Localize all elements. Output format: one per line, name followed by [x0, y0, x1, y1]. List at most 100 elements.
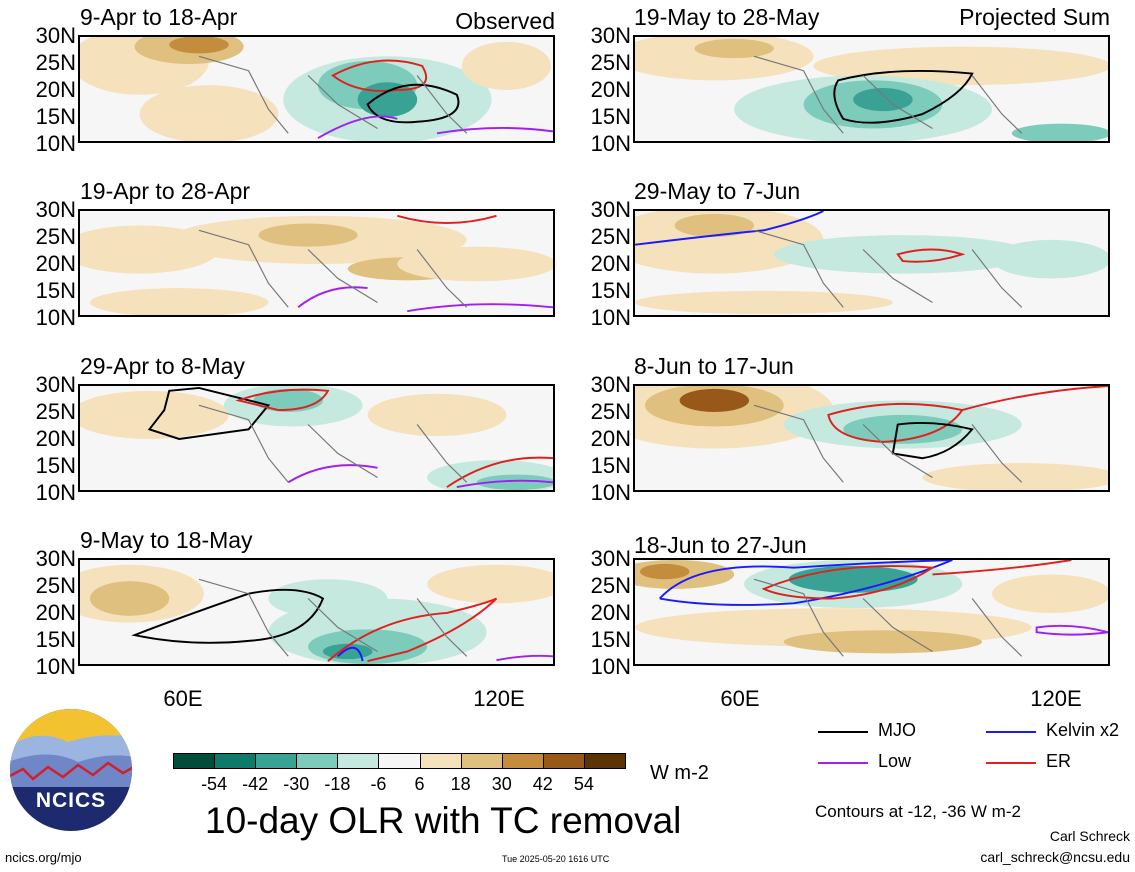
map-graphic	[635, 37, 1108, 141]
olr-map	[633, 209, 1110, 317]
legend-mjo-line	[818, 731, 868, 733]
colorbar-label: 42	[532, 774, 553, 794]
olr-map	[633, 384, 1110, 492]
colorbar-label: -30	[283, 774, 310, 794]
lat-label: 15N	[590, 104, 631, 129]
lon-label-60e-right: 60E	[720, 686, 760, 711]
lat-label: 30N	[35, 546, 76, 571]
olr-map	[78, 384, 555, 492]
contours-note: Contours at -12, -36 W m-2	[815, 802, 1021, 821]
colorbar-cell	[583, 753, 626, 769]
map-graphic	[80, 386, 553, 490]
site-link[interactable]: ncics.org/mjo	[5, 850, 82, 865]
legend-low-line	[818, 762, 868, 764]
lat-label: 10N	[35, 480, 76, 505]
olr-map	[78, 35, 555, 143]
lat-label: 30N	[35, 23, 76, 48]
author-email[interactable]: carl_schreck@ncsu.edu	[980, 849, 1130, 865]
colorbar-label: 30	[491, 774, 512, 794]
colorbar-cell	[214, 753, 257, 769]
colorbar	[173, 753, 626, 769]
panel-title: 19-Apr to 28-Apr	[80, 178, 251, 204]
lat-label: 25N	[590, 573, 631, 598]
colorbar-cell	[296, 753, 339, 769]
map-graphic	[635, 386, 1108, 490]
lat-label: 20N	[35, 77, 76, 102]
lat-label: 10N	[590, 654, 631, 679]
lat-label: 15N	[35, 278, 76, 303]
colorbar-label: -18	[324, 774, 351, 794]
logo-graphic	[10, 709, 132, 831]
panel-title: 29-May to 7-Jun	[634, 178, 801, 204]
lat-label: 10N	[35, 305, 76, 330]
map-graphic	[635, 211, 1108, 315]
lat-label: 20N	[35, 426, 76, 451]
ncics-logo: NCICS	[8, 707, 134, 833]
legend-mjo-label: MJO	[878, 720, 916, 740]
lat-label: 20N	[35, 600, 76, 625]
lat-label: 10N	[590, 305, 631, 330]
lat-label: 15N	[35, 453, 76, 478]
lat-label: 30N	[590, 23, 631, 48]
panel-title: 29-Apr to 8-May	[80, 353, 245, 379]
lat-label: 15N	[590, 278, 631, 303]
lat-label: 15N	[590, 627, 631, 652]
lat-label: 25N	[35, 50, 76, 75]
olr-map	[78, 209, 555, 317]
lon-label-60e-left: 60E	[163, 686, 203, 711]
colorbar-cell	[501, 753, 544, 769]
olr-map	[633, 558, 1110, 666]
lat-label: 30N	[35, 197, 76, 222]
lat-label: 15N	[590, 453, 631, 478]
legend-er-line	[986, 762, 1036, 764]
lat-label: 10N	[590, 480, 631, 505]
colorbar-label: -6	[370, 774, 387, 794]
map-graphic	[635, 560, 1108, 664]
panel-title: 9-May to 18-May	[80, 527, 253, 553]
panel-tag: Projected Sum	[959, 4, 1110, 30]
map-graphic	[80, 37, 553, 141]
lat-label: 30N	[590, 372, 631, 397]
legend-low-label: Low	[878, 751, 912, 771]
lat-label: 25N	[590, 399, 631, 424]
colorbar-cell	[173, 753, 216, 769]
map-graphic	[80, 211, 553, 315]
panel-title: 9-Apr to 18-Apr	[80, 4, 238, 30]
colorbar-cell	[460, 753, 503, 769]
lat-label: 20N	[35, 251, 76, 276]
map-graphic	[80, 560, 553, 664]
colorbar-cell	[542, 753, 585, 769]
lat-label: 20N	[590, 600, 631, 625]
timestamp: Tue 2025-05-20 1616 UTC	[502, 854, 610, 864]
lat-label: 25N	[35, 573, 76, 598]
lon-label-120e-left: 120E	[473, 686, 525, 711]
colorbar-label: -42	[242, 774, 269, 794]
colorbar-label: -54	[201, 774, 228, 794]
lat-label: 15N	[35, 104, 76, 129]
lon-label-120e-right: 120E	[1030, 686, 1082, 711]
lat-label: 25N	[35, 399, 76, 424]
legend-kelvin-line	[986, 731, 1036, 733]
colorbar-cell	[378, 753, 421, 769]
logo-text: NCICS	[35, 789, 107, 812]
legend-kelvin-label: Kelvin x2	[1046, 720, 1120, 740]
lat-label: 20N	[590, 251, 631, 276]
olr-map	[78, 558, 555, 666]
main-title: 10-day OLR with TC removal	[205, 800, 682, 841]
lat-label: 30N	[590, 197, 631, 222]
author-name: Carl Schreck	[1049, 828, 1130, 844]
colorbar-cell	[337, 753, 380, 769]
panel-tag: Observed	[455, 8, 555, 34]
legend-er-label: ER	[1046, 751, 1072, 771]
lat-label: 15N	[35, 627, 76, 652]
lat-label: 20N	[590, 426, 631, 451]
lat-label: 25N	[35, 224, 76, 249]
lat-label: 25N	[590, 50, 631, 75]
colorbar-label: 54	[573, 774, 594, 794]
colorbar-cell	[255, 753, 298, 769]
colorbar-unit: W m-2	[650, 762, 709, 784]
panel-title: 18-Jun to 27-Jun	[634, 532, 807, 558]
colorbar-label: 6	[414, 774, 425, 794]
lat-label: 10N	[590, 131, 631, 156]
panel-title: 19-May to 28-May	[634, 4, 820, 30]
